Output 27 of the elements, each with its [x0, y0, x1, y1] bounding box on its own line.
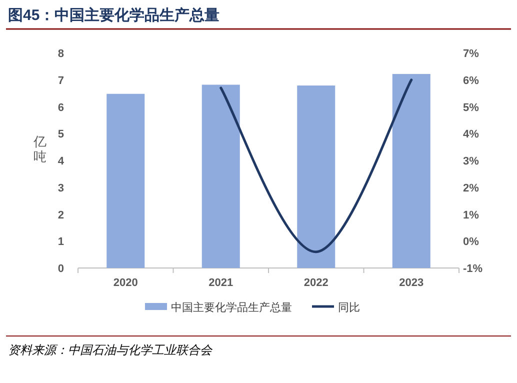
y2-tick-label: 3%: [463, 156, 480, 168]
x-tick-label: 2020: [113, 277, 138, 289]
y-axis-title: 亿吨: [32, 134, 46, 164]
y2-tick-label: 6%: [463, 74, 480, 87]
y-tick-label: 2: [58, 209, 64, 222]
x-tick-label: 2022: [304, 277, 328, 289]
y-tick-label: 7: [58, 74, 64, 87]
y-tick-label: 0: [58, 263, 64, 275]
y2-tick-label: 0%: [463, 236, 480, 248]
x-tick-label: 2021: [208, 277, 234, 289]
y-tick-label: 5: [58, 128, 64, 141]
y2-tick-label: -1%: [463, 263, 483, 275]
y-tick-label: 1: [58, 236, 64, 248]
y-tick-label: 4: [58, 156, 65, 168]
y2-tick-label: 4%: [463, 128, 480, 141]
y-tick-label: 6: [58, 102, 64, 114]
chart-title: 图45：中国主要化学品生产总量: [8, 6, 220, 24]
y2-tick-label: 5%: [463, 102, 480, 114]
y2-tick-label: 2%: [463, 182, 480, 194]
x-tick-label: 2023: [399, 277, 424, 289]
legend-label: 中国主要化学品生产总量: [171, 301, 292, 314]
y-tick-label: 8: [58, 48, 64, 60]
y2-tick-label: 7%: [463, 48, 480, 60]
y2-tick-label: 1%: [463, 209, 480, 222]
y-tick-label: 3: [58, 182, 64, 194]
text: 资料来源：中国石油与化学工业联合会: [8, 343, 213, 357]
legend-label: 同比: [338, 301, 360, 314]
